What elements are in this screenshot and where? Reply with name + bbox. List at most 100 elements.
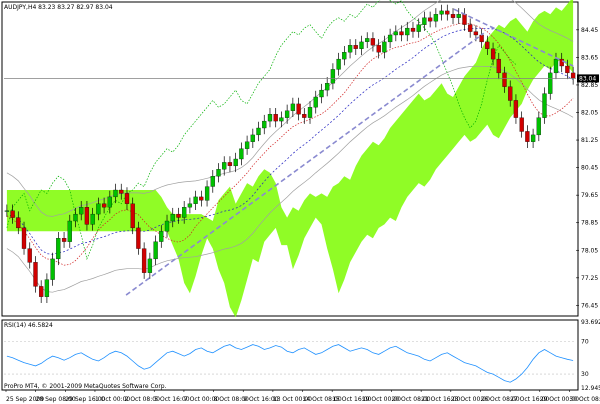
candle bbox=[244, 135, 250, 155]
candle-body bbox=[410, 27, 416, 32]
candle bbox=[307, 101, 313, 124]
candle bbox=[433, 8, 439, 28]
candle-body bbox=[96, 203, 101, 215]
candle-body bbox=[393, 31, 398, 36]
candle bbox=[490, 42, 496, 66]
candle bbox=[16, 211, 21, 235]
candle-body bbox=[473, 31, 479, 36]
candle-body bbox=[124, 193, 130, 204]
x-tick-label: 23 Oct 00:00 bbox=[451, 396, 490, 403]
x-tick-label: 15 Oct 16:00 bbox=[332, 396, 371, 403]
candle bbox=[313, 90, 318, 114]
candle bbox=[33, 256, 38, 293]
candle-body bbox=[216, 169, 221, 177]
candle bbox=[50, 252, 55, 286]
candle bbox=[153, 235, 158, 266]
candle-body bbox=[336, 58, 341, 70]
candle bbox=[410, 21, 416, 38]
candle-body bbox=[325, 83, 330, 91]
candle-body bbox=[153, 241, 158, 260]
candle-body bbox=[136, 227, 141, 249]
candle bbox=[439, 4, 444, 21]
x-tick-label: 30 Oct 08:00 bbox=[569, 396, 600, 403]
x-tick-label: 28 Sep 08:00 bbox=[36, 396, 76, 403]
candle bbox=[182, 201, 187, 224]
candle bbox=[124, 187, 130, 210]
candle bbox=[216, 163, 221, 183]
x-tick-label: 9 Oct 16:00 bbox=[243, 396, 278, 403]
candle bbox=[39, 280, 44, 303]
candle bbox=[530, 128, 536, 148]
candle-body bbox=[90, 213, 95, 225]
candle bbox=[90, 207, 95, 231]
main-plot bbox=[4, 0, 576, 318]
candle-body bbox=[290, 103, 296, 111]
candle bbox=[376, 39, 381, 59]
candle bbox=[302, 108, 307, 124]
candle-body bbox=[468, 24, 473, 32]
candle bbox=[204, 180, 210, 207]
candle bbox=[502, 66, 507, 93]
candle-body bbox=[16, 217, 21, 229]
x-tick-label: 26 Oct 08:00 bbox=[480, 396, 519, 403]
candle bbox=[227, 156, 233, 173]
candle-body bbox=[376, 45, 381, 53]
candle-body bbox=[56, 238, 61, 260]
candle-body bbox=[456, 14, 461, 18]
candle-body bbox=[10, 210, 15, 218]
candle bbox=[136, 221, 141, 255]
candle bbox=[325, 77, 330, 97]
main-pane-frame bbox=[1, 1, 579, 317]
candle-body bbox=[244, 141, 250, 149]
candle-body bbox=[44, 279, 50, 297]
candle-body bbox=[227, 162, 233, 166]
candle bbox=[536, 111, 541, 142]
candle bbox=[330, 63, 336, 90]
candle-body bbox=[141, 248, 147, 273]
candle bbox=[450, 8, 456, 24]
candle-body bbox=[427, 17, 433, 22]
chikou-line bbox=[6, 0, 517, 261]
candle bbox=[84, 201, 90, 231]
candle-body bbox=[330, 69, 336, 84]
candle-body bbox=[193, 196, 198, 204]
candle bbox=[382, 35, 387, 59]
candle bbox=[210, 170, 215, 193]
candle bbox=[159, 225, 164, 248]
candle-body bbox=[84, 207, 90, 225]
candle-body bbox=[67, 220, 72, 242]
candle-body bbox=[416, 24, 421, 32]
candle-body bbox=[199, 196, 204, 201]
x-tick-label: 8 Oct 08:00 bbox=[214, 396, 249, 403]
candle-body bbox=[61, 238, 67, 242]
rsi-y-tick-label: 70 bbox=[581, 338, 589, 345]
candle-body bbox=[485, 41, 490, 49]
candle bbox=[44, 273, 50, 303]
candle bbox=[176, 207, 181, 224]
candle-body bbox=[164, 220, 170, 232]
rsi-pane-frame bbox=[1, 319, 579, 391]
candle-body bbox=[33, 262, 38, 287]
candle-body bbox=[496, 58, 501, 74]
candle-body bbox=[4, 210, 10, 212]
candle-body bbox=[296, 103, 301, 115]
candle bbox=[262, 114, 267, 135]
candle bbox=[10, 204, 15, 224]
candle-body bbox=[170, 213, 175, 222]
candle-body bbox=[508, 86, 513, 101]
candle-body bbox=[479, 34, 484, 43]
candle-body bbox=[313, 96, 318, 108]
candle-body bbox=[462, 14, 467, 25]
candle-body bbox=[204, 186, 210, 201]
candle bbox=[290, 97, 296, 117]
candle bbox=[525, 125, 530, 148]
x-tick-label: 19 Oct 00:00 bbox=[362, 396, 401, 403]
candle-body bbox=[525, 131, 530, 142]
candle-body bbox=[210, 176, 215, 187]
candle bbox=[422, 11, 427, 31]
candle-body bbox=[302, 114, 307, 118]
candle bbox=[365, 32, 370, 49]
trendline-1 bbox=[125, 32, 485, 296]
candle-body bbox=[570, 72, 576, 79]
